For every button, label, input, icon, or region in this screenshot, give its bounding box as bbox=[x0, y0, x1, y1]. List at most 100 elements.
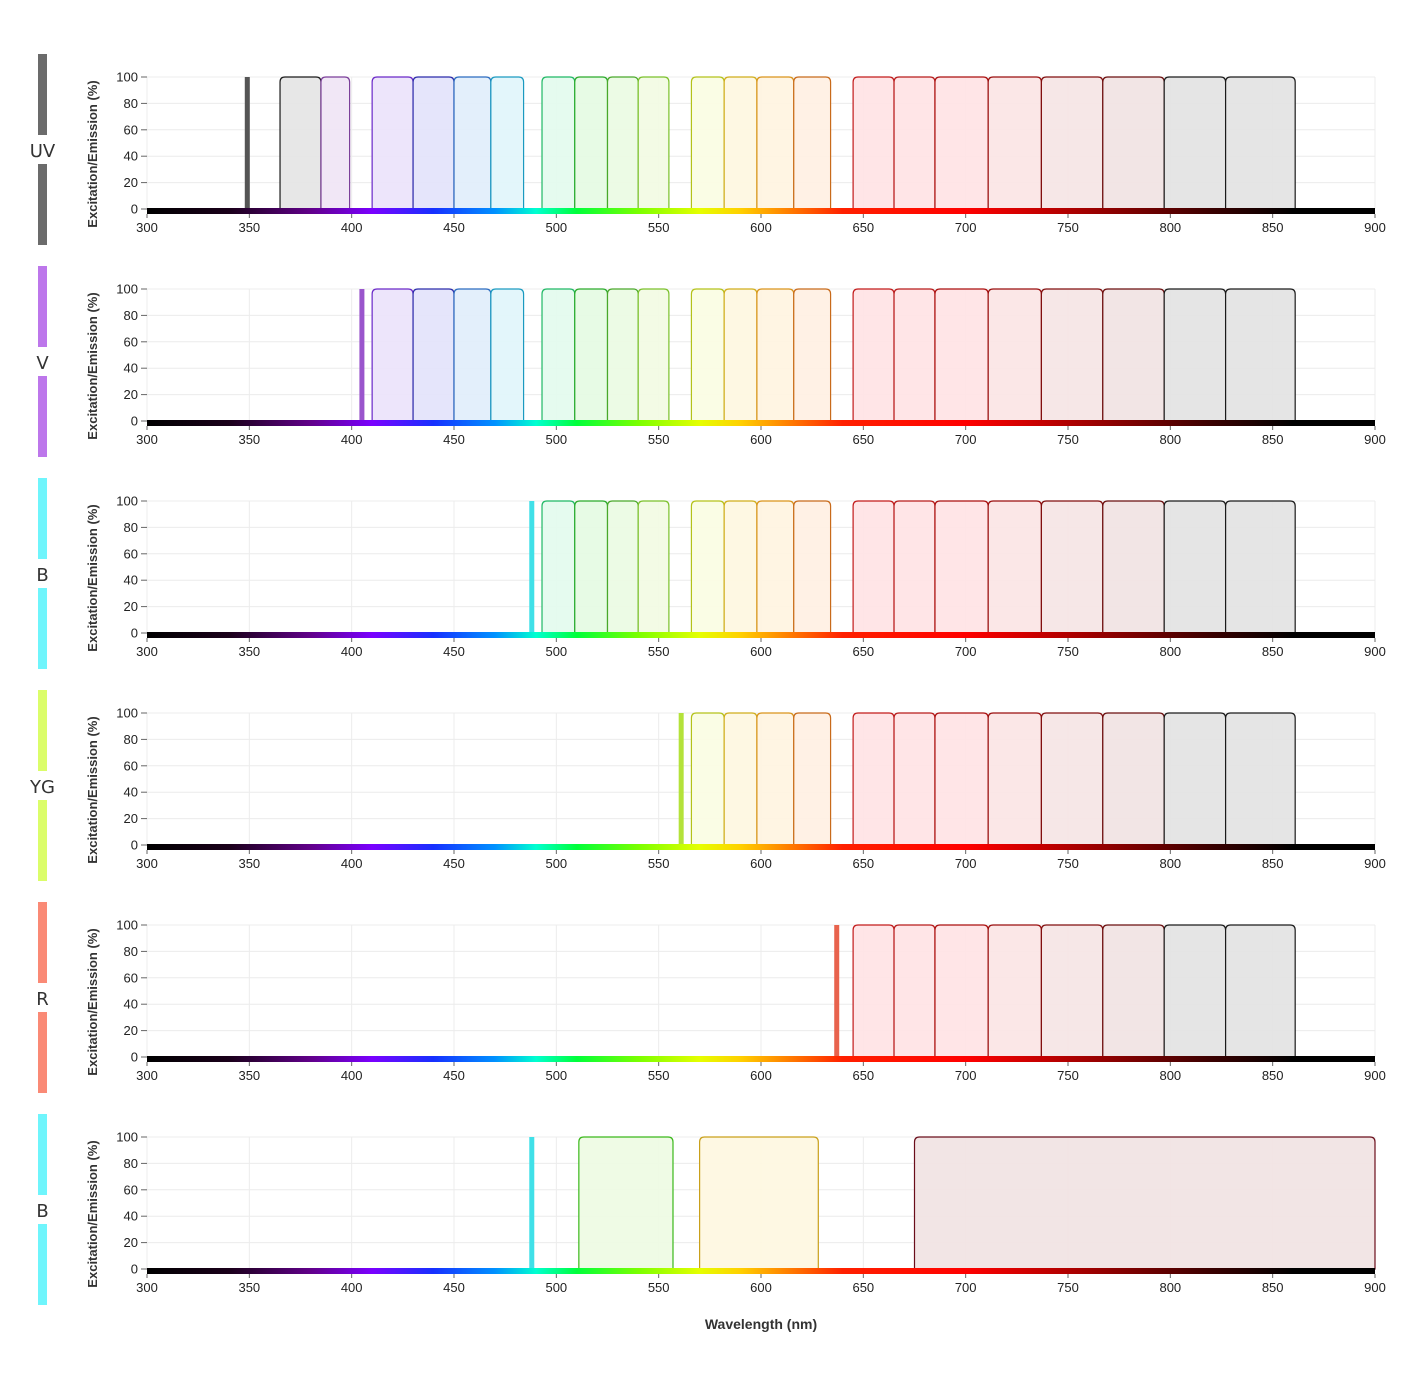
filter-band bbox=[541, 500, 576, 634]
x-tick-label: 900 bbox=[1364, 856, 1386, 871]
y-tick-label: 20 bbox=[124, 175, 138, 190]
x-tick-label: 750 bbox=[1057, 432, 1079, 447]
filter-band bbox=[1163, 76, 1227, 210]
x-axis-title: Wavelength (nm) bbox=[705, 1316, 817, 1332]
x-tick-label: 450 bbox=[443, 220, 465, 235]
laser-label: B bbox=[36, 565, 48, 586]
y-tick-label: 40 bbox=[124, 1209, 138, 1224]
y-tick-label: 0 bbox=[131, 626, 138, 641]
filter-band bbox=[453, 288, 492, 422]
panel-5: R 0 20 40 60 80 100 Excitation/Emission (%) 300 3… bbox=[36, 902, 1386, 1093]
filter-band bbox=[690, 712, 725, 846]
y-tick-label: 0 bbox=[131, 414, 138, 429]
x-tick-label: 450 bbox=[443, 1280, 465, 1295]
filter-band bbox=[371, 76, 414, 210]
x-tick-label: 900 bbox=[1364, 1280, 1386, 1295]
filter-band bbox=[1040, 76, 1104, 210]
x-tick-label: 300 bbox=[136, 220, 158, 235]
y-tick-label: 80 bbox=[124, 520, 138, 535]
filter-band bbox=[637, 500, 670, 634]
laser-indicator-bar-upper bbox=[38, 902, 47, 983]
wavelength-color-bar bbox=[147, 1056, 1375, 1062]
x-tick-label: 500 bbox=[545, 1068, 567, 1083]
y-tick-label: 0 bbox=[131, 202, 138, 217]
y-axis-title: Excitation/Emission (%) bbox=[85, 716, 100, 863]
filter-band bbox=[541, 288, 576, 422]
laser-label: V bbox=[36, 353, 49, 374]
x-tick-label: 800 bbox=[1159, 644, 1181, 659]
filter-band bbox=[279, 76, 322, 210]
filter-band bbox=[606, 288, 639, 422]
wavelength-color-bar bbox=[147, 844, 1375, 850]
y-tick-label: 20 bbox=[124, 1235, 138, 1250]
filter-band bbox=[893, 924, 936, 1058]
y-tick-label: 100 bbox=[116, 494, 138, 509]
x-tick-label: 600 bbox=[750, 644, 772, 659]
filter-band bbox=[1040, 924, 1104, 1058]
y-tick-label: 80 bbox=[124, 308, 138, 323]
x-tick-label: 900 bbox=[1364, 644, 1386, 659]
x-tick-label: 900 bbox=[1364, 220, 1386, 235]
filter-band bbox=[1163, 500, 1227, 634]
filter-band bbox=[913, 1136, 1376, 1270]
y-tick-label: 60 bbox=[124, 334, 138, 349]
x-tick-label: 500 bbox=[545, 644, 567, 659]
filter-band bbox=[320, 76, 351, 210]
filter-band bbox=[453, 76, 492, 210]
x-tick-label: 650 bbox=[852, 1068, 874, 1083]
x-tick-label: 750 bbox=[1057, 1068, 1079, 1083]
x-tick-label: 450 bbox=[443, 644, 465, 659]
filter-band bbox=[1163, 288, 1227, 422]
y-tick-label: 20 bbox=[124, 599, 138, 614]
x-tick-label: 850 bbox=[1262, 1068, 1284, 1083]
x-tick-label: 800 bbox=[1159, 1068, 1181, 1083]
x-tick-label: 500 bbox=[545, 432, 567, 447]
filter-band bbox=[756, 712, 795, 846]
laser-line bbox=[244, 77, 250, 209]
x-tick-label: 800 bbox=[1159, 1280, 1181, 1295]
x-tick-label: 800 bbox=[1159, 856, 1181, 871]
filter-band bbox=[852, 712, 895, 846]
filter-band bbox=[934, 500, 989, 634]
laser-indicator-bar-upper bbox=[38, 266, 47, 347]
laser-label: YG bbox=[29, 777, 55, 798]
laser-label: R bbox=[36, 989, 49, 1010]
x-tick-label: 650 bbox=[852, 856, 874, 871]
filter-band bbox=[934, 924, 989, 1058]
x-tick-label: 650 bbox=[852, 220, 874, 235]
x-tick-label: 900 bbox=[1364, 1068, 1386, 1083]
filter-band bbox=[934, 76, 989, 210]
filter-band bbox=[1040, 500, 1104, 634]
x-tick-label: 350 bbox=[238, 1280, 260, 1295]
x-tick-label: 550 bbox=[648, 1068, 670, 1083]
filter-band bbox=[723, 500, 758, 634]
y-axis-title: Excitation/Emission (%) bbox=[85, 292, 100, 439]
x-tick-label: 300 bbox=[136, 644, 158, 659]
x-tick-label: 350 bbox=[238, 1068, 260, 1083]
filter-band bbox=[541, 76, 576, 210]
x-tick-label: 650 bbox=[852, 1280, 874, 1295]
x-tick-label: 550 bbox=[648, 220, 670, 235]
filter-band bbox=[699, 1136, 819, 1270]
x-tick-label: 400 bbox=[341, 220, 363, 235]
y-tick-label: 60 bbox=[124, 1182, 138, 1197]
x-tick-label: 700 bbox=[955, 856, 977, 871]
filter-band bbox=[1163, 712, 1227, 846]
laser-indicator-bar-lower bbox=[38, 1012, 47, 1093]
filter-band bbox=[1224, 712, 1296, 846]
y-tick-label: 60 bbox=[124, 758, 138, 773]
x-tick-label: 450 bbox=[443, 856, 465, 871]
filter-band bbox=[1163, 924, 1227, 1058]
x-tick-label: 500 bbox=[545, 220, 567, 235]
laser-line bbox=[529, 1137, 535, 1269]
filter-band bbox=[412, 76, 455, 210]
filter-band bbox=[1102, 500, 1165, 634]
filter-band bbox=[756, 500, 795, 634]
y-tick-label: 100 bbox=[116, 282, 138, 297]
x-tick-label: 600 bbox=[750, 856, 772, 871]
x-tick-label: 550 bbox=[648, 644, 670, 659]
filter-band bbox=[893, 76, 936, 210]
filter-band bbox=[793, 500, 832, 634]
panel-4: YG 0 20 40 60 80 100 Excitation/Emission (%) 300… bbox=[29, 690, 1386, 881]
